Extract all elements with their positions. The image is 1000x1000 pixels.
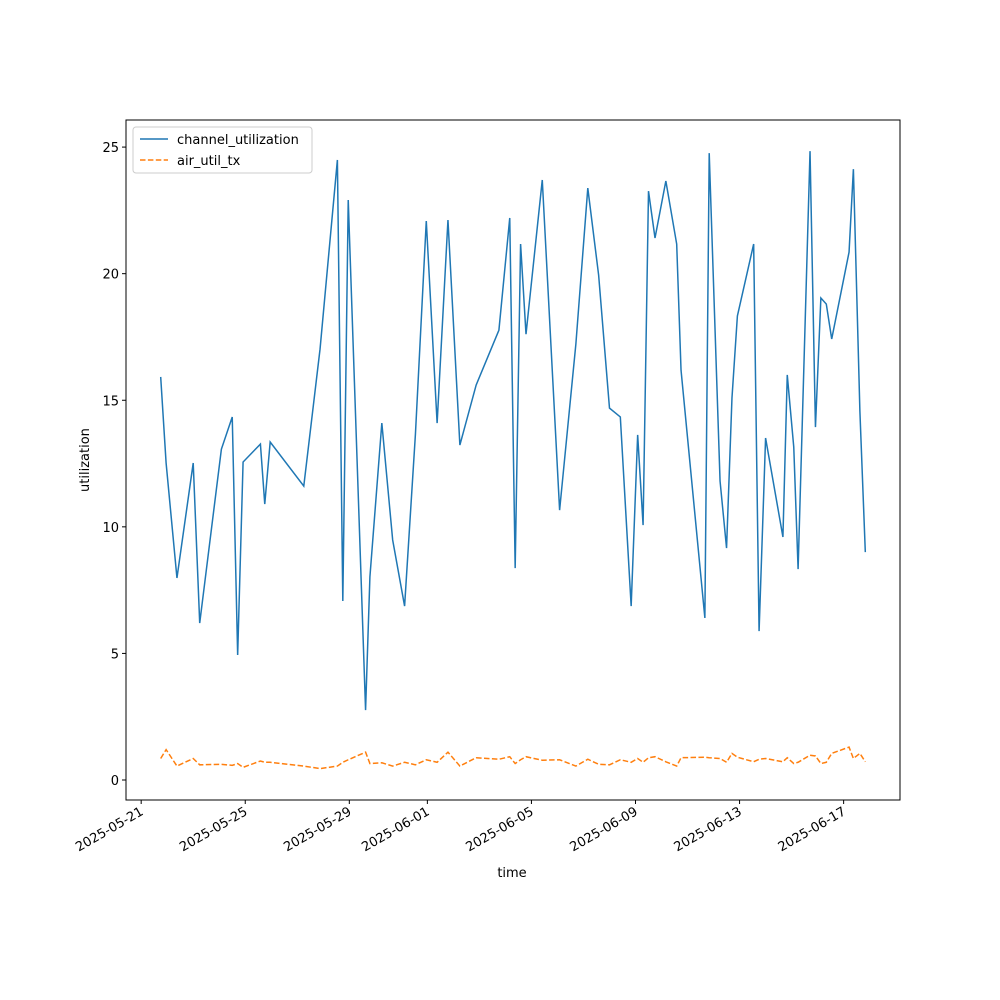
x-tick-label: 2025-06-01 <box>359 804 432 855</box>
legend-label: channel_utilization <box>177 133 299 148</box>
series-line <box>160 746 866 770</box>
y-tick-label: 25 <box>102 141 119 156</box>
y-tick-label: 0 <box>111 774 119 789</box>
legend-box <box>132 126 313 174</box>
x-tick-label: 2025-06-09 <box>568 804 641 855</box>
x-tick-label: 2025-06-17 <box>776 804 849 855</box>
x-tick-label: 2025-06-13 <box>672 804 745 855</box>
x-tick-label: 2025-05-29 <box>281 804 354 855</box>
x-tick-label: 2025-05-21 <box>73 804 146 855</box>
x-tick-label: 2025-06-05 <box>463 804 536 855</box>
x-axis-label: time <box>497 866 526 881</box>
y-axis-label: utilization <box>78 428 93 492</box>
y-tick-label: 20 <box>102 268 119 283</box>
series-line <box>159 151 867 711</box>
x-tick-label: 2025-05-25 <box>177 804 250 855</box>
plot-area <box>125 119 901 801</box>
legend-label: air_util_tx <box>177 154 241 169</box>
y-tick-label: 5 <box>111 647 119 662</box>
y-tick-label: 10 <box>102 521 119 536</box>
y-tick-label: 15 <box>102 394 119 409</box>
legend: channel_utilization air_util_tx <box>132 126 313 174</box>
